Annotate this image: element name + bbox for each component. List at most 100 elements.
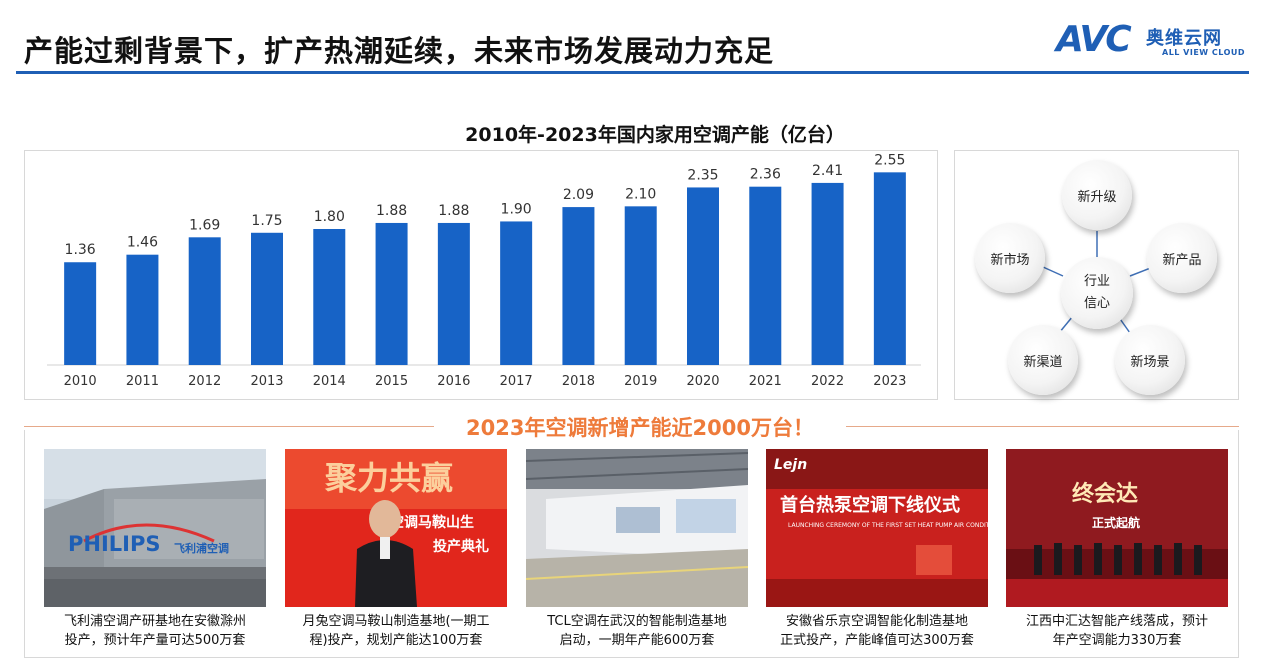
- banner-rule-left: [24, 426, 434, 427]
- bar-2010: [64, 262, 97, 365]
- bar-2017: [500, 221, 533, 365]
- bar-2021: [749, 186, 782, 365]
- svg-text:飞利浦空调: 飞利浦空调: [174, 541, 229, 555]
- node-product: 新产品: [1147, 223, 1217, 293]
- center-node: 行业 信心: [1061, 257, 1133, 329]
- x-tick-label-2023: 2023: [873, 374, 906, 389]
- data-label-2019: 2.10: [625, 186, 656, 202]
- svg-text:PHILIPS: PHILIPS: [68, 532, 161, 556]
- bar-2019: [624, 206, 657, 365]
- x-tick-label-2020: 2020: [686, 374, 719, 389]
- photo-caption: TCL空调在武汉的智能制造基地 启动，一期年产能600万套: [524, 612, 750, 650]
- bar-2016: [437, 222, 470, 365]
- chart-title: 2010年-2023年国内家用空调产能（亿台）: [465, 124, 845, 146]
- bar-2020: [687, 187, 719, 365]
- data-label-2012: 1.69: [189, 217, 220, 233]
- x-tick-label-2013: 2013: [250, 374, 283, 389]
- node-scene: 新场景: [1115, 325, 1185, 395]
- caption-line: 安徽省乐京空调智能化制造基地: [785, 614, 968, 629]
- page-title: 产能过剩背景下，扩产热潮延续，未来市场发展动力充足: [24, 34, 775, 68]
- new-capacity-banner: 2023年空调新增产能近2000万台！: [466, 416, 814, 440]
- bar-2018: [562, 207, 595, 365]
- svg-text:终会达: 终会达: [1072, 481, 1138, 507]
- x-tick-label-2017: 2017: [500, 374, 533, 389]
- yuetu-ceremony-photo: 聚力共赢 空调马鞍山生 投产典礼: [285, 449, 507, 607]
- caption-line: 程)投产，规划产能达100万套: [309, 633, 483, 648]
- node-label: 新场景: [1130, 354, 1170, 370]
- x-tick-label-2011: 2011: [126, 374, 159, 389]
- x-tick-label-2018: 2018: [562, 374, 595, 389]
- bar-2015: [375, 222, 408, 365]
- x-tick-label-2010: 2010: [64, 374, 97, 389]
- caption-line: 启动，一期年产能600万套: [559, 633, 715, 648]
- caption-line: 年产空调能力330万套: [1052, 633, 1182, 648]
- logo: AVC 奥维云网 ALL VIEW CLOUD: [1056, 20, 1256, 64]
- x-tick-label-2014: 2014: [313, 374, 346, 389]
- bar-2012: [188, 237, 221, 365]
- capacity-bar-chart: 1.36 2010 1.46 2011 1.69 2012 1.75 2013 1.80 2014…: [24, 150, 938, 400]
- data-label-2017: 1.90: [501, 201, 532, 217]
- data-label-2010: 1.36: [65, 242, 96, 258]
- data-label-2013: 1.75: [251, 213, 282, 229]
- svg-text:投产典礼: 投产典礼: [433, 538, 489, 555]
- node-label: 新升级: [1077, 189, 1117, 205]
- node-label: 新渠道: [1023, 354, 1063, 370]
- header-divider: [16, 71, 1249, 74]
- node-channel: 新渠道: [1008, 325, 1078, 395]
- node-upgrade: 新升级: [1062, 160, 1132, 230]
- banner-rule-right: [846, 426, 1239, 427]
- logo-mark: AVC: [1056, 19, 1132, 60]
- data-label-2011: 1.46: [127, 235, 158, 251]
- bar-2022: [811, 182, 844, 365]
- chart-canvas: 1.36 2010 1.46 2011 1.69 2012 1.75 2013 1.80 2014…: [47, 152, 921, 389]
- bar-2013: [251, 232, 283, 365]
- philips-plant-photo: PHILIPS 飞利浦空调: [44, 449, 266, 607]
- x-tick-label-2016: 2016: [437, 374, 470, 389]
- photo-caption: 江西中汇达智能产线落成，预计 年产空调能力330万套: [1004, 612, 1230, 650]
- node-market: 新市场: [975, 223, 1045, 293]
- x-tick-label-2022: 2022: [811, 374, 844, 389]
- svg-text:Lejn: Lejn: [774, 457, 807, 473]
- svg-text:首台热泵空调下线仪式: 首台热泵空调下线仪式: [780, 494, 960, 516]
- bar-2014: [313, 229, 346, 365]
- center-node-line1: 行业: [1083, 274, 1110, 289]
- data-label-2016: 1.88: [438, 203, 469, 219]
- data-label-2020: 2.35: [687, 167, 718, 183]
- x-tick-label-2021: 2021: [749, 374, 782, 389]
- svg-text:正式起航: 正式起航: [1092, 515, 1140, 530]
- lejn-ceremony-photo: Lejn 首台热泵空调下线仪式 LAUNCHING CEREMONY OF TH…: [766, 449, 988, 607]
- data-label-2015: 1.88: [376, 203, 407, 219]
- x-tick-label-2012: 2012: [188, 374, 221, 389]
- logo-chinese-name: 奥维云网: [1146, 28, 1222, 49]
- svg-text:LAUNCHING CEREMONY OF THE FIRS: LAUNCHING CEREMONY OF THE FIRST SET HEAT…: [788, 522, 988, 529]
- data-label-2023: 2.55: [874, 152, 905, 168]
- node-label: 新产品: [1162, 252, 1202, 268]
- photo-caption: 月兔空调马鞍山制造基地(一期工 程)投产，规划产能达100万套: [283, 612, 509, 650]
- data-label-2014: 1.80: [314, 209, 345, 225]
- photo-caption: 飞利浦空调产研基地在安徽滁州 投产，预计年产量可达500万套: [42, 612, 268, 650]
- logo-english-name: ALL VIEW CLOUD: [1162, 48, 1246, 57]
- x-tick-label-2019: 2019: [624, 374, 657, 389]
- data-label-2022: 2.41: [812, 163, 843, 179]
- bar-2011: [126, 254, 159, 365]
- svg-text:空调马鞍山生: 空调马鞍山生: [390, 514, 474, 531]
- caption-line: TCL空调在武汉的智能制造基地: [547, 614, 727, 629]
- industry-confidence-diagram: 行业 信心 新升级 新产品 新场景 新渠道 新市场: [954, 150, 1239, 400]
- data-label-2018: 2.09: [563, 187, 594, 203]
- caption-line: 飞利浦空调产研基地在安徽滁州: [63, 614, 246, 629]
- caption-line: 江西中汇达智能产线落成，预计: [1025, 614, 1208, 629]
- node-label: 新市场: [990, 252, 1030, 268]
- zhonghuida-ceremony-photo: 终会达 正式起航: [1006, 449, 1228, 607]
- x-tick-label-2015: 2015: [375, 374, 408, 389]
- center-node-line2: 信心: [1083, 296, 1110, 311]
- bar-2023: [873, 172, 906, 365]
- caption-line: 月兔空调马鞍山制造基地(一期工: [302, 614, 490, 629]
- tcl-factory-photo: [526, 449, 748, 607]
- svg-text:聚力共赢: 聚力共赢: [324, 459, 453, 497]
- caption-line: 正式投产，产能峰值可达300万套: [780, 633, 974, 648]
- connector-line: [1042, 266, 1064, 277]
- data-label-2021: 2.36: [750, 167, 781, 183]
- photos-panel: [24, 430, 1239, 658]
- photo-caption: 安徽省乐京空调智能化制造基地 正式投产，产能峰值可达300万套: [764, 612, 990, 650]
- caption-line: 投产，预计年产量可达500万套: [64, 633, 246, 648]
